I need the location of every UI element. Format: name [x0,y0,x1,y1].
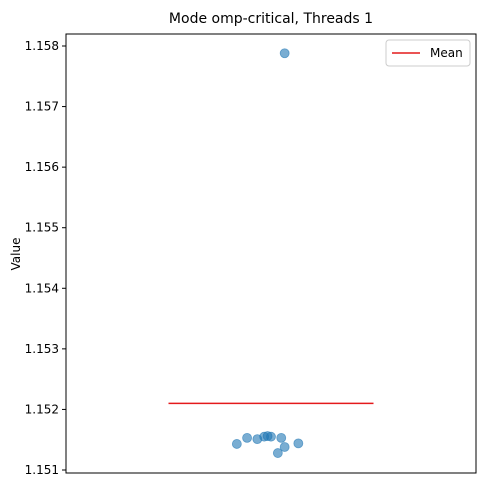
y-tick-label: 1.158 [25,39,59,53]
data-point [231,439,242,449]
plot-area [168,48,374,458]
y-tick-label: 1.153 [25,342,59,356]
y-tick-label: 1.151 [25,463,59,477]
chart-title: Mode omp-critical, Threads 1 [169,11,373,27]
y-tick-label: 1.156 [25,160,59,174]
data-point [293,438,304,449]
legend-box [385,39,471,67]
y-tick-label: 1.155 [25,221,59,235]
y-tick-label: 1.154 [25,281,59,295]
data-point [266,431,276,442]
data-point [272,448,283,458]
legend: Mean [385,39,471,67]
data-point [242,432,252,443]
y-tick-label: 1.152 [25,402,59,416]
legend-label-mean: Mean [430,46,463,60]
y-tick-label: 1.157 [25,100,59,114]
y-axis-label: Value [9,238,23,271]
data-point [279,442,290,452]
data-point [279,48,290,59]
data-point [276,432,287,443]
plot-frame [65,33,477,474]
